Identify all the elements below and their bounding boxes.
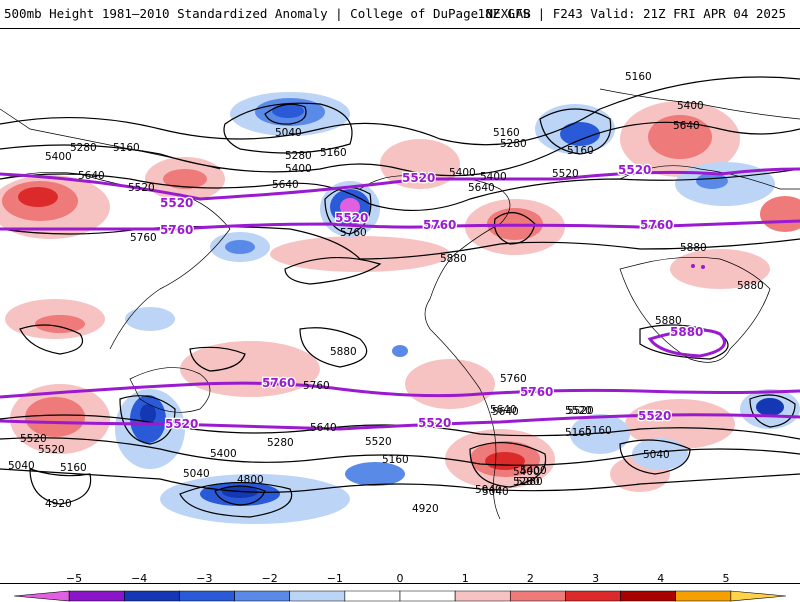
height-label: 5760 bbox=[340, 227, 367, 239]
height-label: 5040 bbox=[482, 486, 509, 498]
height-label: 5760 bbox=[303, 380, 330, 392]
highlight-label: 5760 bbox=[520, 385, 553, 399]
highlight-label: 5520 bbox=[618, 163, 651, 177]
height-label: 5160 bbox=[113, 142, 140, 154]
height-label: 5280 bbox=[70, 142, 97, 154]
height-label: 5400 bbox=[677, 100, 704, 112]
colorbar-tick-label: −2 bbox=[261, 572, 278, 585]
height-label: 5760 bbox=[130, 232, 157, 244]
colorbar-tick-label: 4 bbox=[657, 572, 665, 585]
map-panel: 5160 5400 5640 5040 5160 5280 5400 5160 … bbox=[0, 28, 800, 584]
height-label: 5160 bbox=[60, 462, 87, 474]
height-label: 5040 bbox=[8, 460, 35, 472]
colorbar-tick-label: −1 bbox=[326, 572, 343, 585]
highlight-label: 5760 bbox=[423, 218, 456, 232]
height-label: 5520 bbox=[567, 405, 594, 417]
highlight-label: 5760 bbox=[262, 376, 295, 390]
colorbar-tick-label: −4 bbox=[131, 572, 148, 585]
map-title: 500mb Height 1981–2010 Standardized Anom… bbox=[4, 6, 531, 21]
colorbar-tick-label: 3 bbox=[592, 572, 600, 585]
height-label: 5400 bbox=[45, 151, 72, 163]
highlight-label: 5520 bbox=[638, 409, 671, 423]
height-label: 5160 bbox=[382, 454, 409, 466]
height-label: 5400 bbox=[480, 171, 507, 183]
height-label: 5760 bbox=[500, 373, 527, 385]
height-label: 5280 bbox=[500, 138, 527, 150]
height-label: 5640 bbox=[490, 404, 517, 416]
height-label: 4920 bbox=[45, 498, 72, 510]
colorbar-tick-label: 0 bbox=[396, 572, 404, 585]
height-label: 5040 bbox=[275, 127, 302, 139]
height-label: 5040 bbox=[475, 484, 502, 496]
height-label: 5280 bbox=[267, 437, 294, 449]
height-label: 5160 bbox=[567, 145, 594, 157]
height-label: 5880 bbox=[680, 242, 707, 254]
height-label: 5160 bbox=[625, 71, 652, 83]
height-label: 5640 bbox=[468, 182, 495, 194]
height-label: 5520 bbox=[38, 444, 65, 456]
height-label: 5400 bbox=[513, 466, 540, 478]
height-label: 5400 bbox=[210, 448, 237, 460]
height-label-layer: 5160 5400 5640 5040 5160 5280 5400 5160 … bbox=[8, 71, 764, 515]
height-label: 5640 bbox=[310, 422, 337, 434]
height-label: 5640 bbox=[673, 120, 700, 132]
height-label: 5880 bbox=[655, 315, 682, 327]
highlight-label: 5760 bbox=[160, 223, 193, 237]
height-label: 4800 bbox=[237, 474, 264, 486]
highlight-label-layer: 5520 5520 5520 5520 5760 5760 5760 5880 … bbox=[159, 162, 705, 433]
colorbar-tick-label: −5 bbox=[65, 572, 83, 585]
highlight-label: 5760 bbox=[640, 218, 673, 232]
anomaly-map: 5160 5400 5640 5040 5160 5280 5400 5160 … bbox=[0, 71, 800, 524]
highlight-label: 5520 bbox=[402, 171, 435, 185]
highlight-label: 5520 bbox=[160, 196, 193, 210]
highlight-label: 5520 bbox=[165, 417, 198, 431]
height-label: 5880 bbox=[330, 346, 357, 358]
height-label: 5160 bbox=[565, 427, 592, 439]
height-label: 5400 bbox=[449, 167, 476, 179]
height-label: 5160 bbox=[585, 425, 612, 437]
colorbar-tick-label: 5 bbox=[722, 572, 730, 585]
height-label: 5640 bbox=[272, 179, 299, 191]
colorbar-legend: −5 −4 −3 −2 −1 0 1 2 3 4 5 bbox=[0, 572, 800, 602]
height-label: 5280 bbox=[513, 476, 540, 488]
height-label: 5520 bbox=[365, 436, 392, 448]
height-label: 4920 bbox=[412, 503, 439, 515]
height-label: 5040 bbox=[183, 468, 210, 480]
height-label: 5280 bbox=[285, 150, 312, 162]
height-label: 5400 bbox=[285, 163, 312, 175]
height-label: 5640 bbox=[78, 170, 105, 182]
colorbar-segment bbox=[730, 590, 787, 602]
height-label: 5280 bbox=[516, 476, 543, 488]
height-label: 5520 bbox=[128, 182, 155, 194]
height-label: 5040 bbox=[643, 449, 670, 461]
height-label: 5520 bbox=[565, 405, 592, 417]
height-label: 5520 bbox=[552, 168, 579, 180]
model-run-info: 18Z GFS | F243 Valid: 21Z FRI APR 04 202… bbox=[477, 6, 786, 21]
highlight-contours bbox=[0, 167, 800, 431]
highlight-label: 5880 bbox=[670, 325, 703, 339]
height-label: 5640 bbox=[492, 406, 519, 418]
height-label: 5160 bbox=[320, 147, 347, 159]
height-label: 5160 bbox=[493, 127, 520, 139]
highlight-label: 5520 bbox=[335, 211, 368, 225]
height-label: 5880 bbox=[737, 280, 764, 292]
highlight-dots bbox=[691, 264, 705, 269]
highlight-label: 5520 bbox=[418, 416, 451, 430]
header: 500mb Height 1981–2010 Standardized Anom… bbox=[0, 0, 800, 26]
colorbar-tick-label: 2 bbox=[526, 572, 534, 585]
colorbar-tick-label: 1 bbox=[461, 572, 469, 585]
height-label: 5880 bbox=[440, 253, 467, 265]
colorbar-tick-label: −3 bbox=[196, 572, 213, 585]
colorbar bbox=[13, 590, 787, 602]
height-label: 5400 bbox=[520, 465, 547, 477]
height-label: 5520 bbox=[20, 433, 47, 445]
